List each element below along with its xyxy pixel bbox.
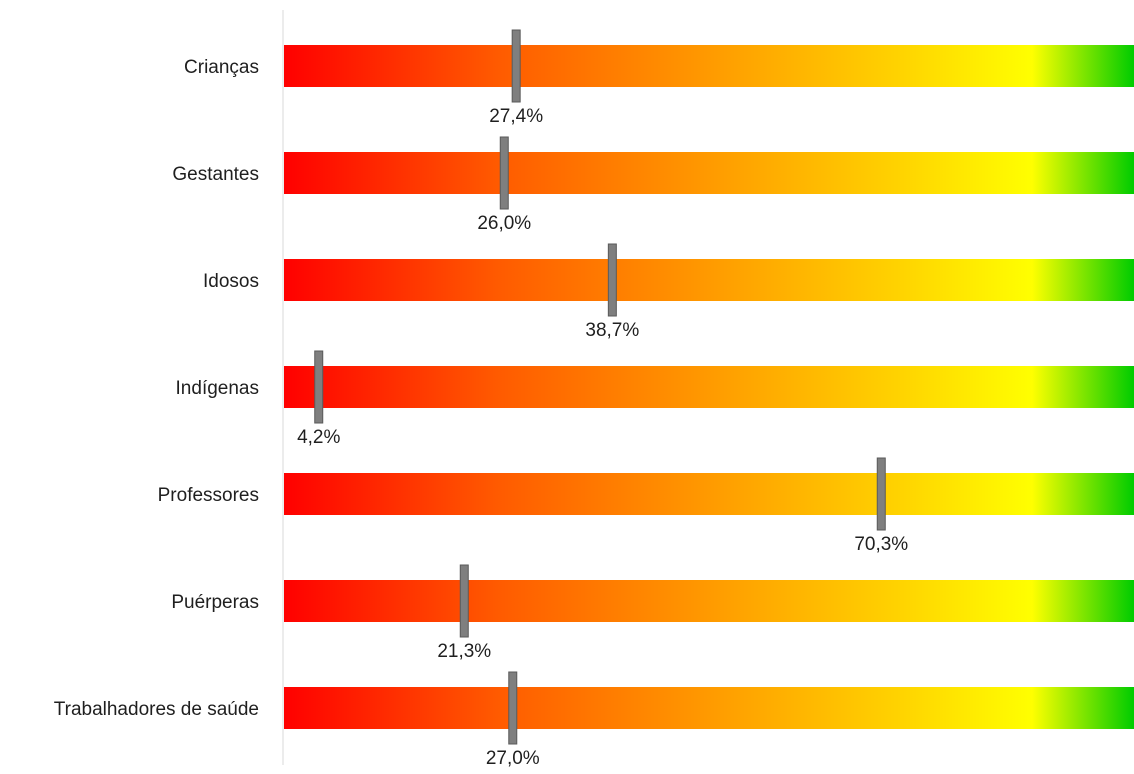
value-marker	[314, 350, 324, 424]
value-label: 4,2%	[297, 427, 340, 448]
gradient-bar	[284, 687, 1134, 729]
gradient-bar	[284, 45, 1134, 87]
chart-row: Gestantes 26,0%	[172, 136, 1134, 234]
chart-row: Professores 70,3%	[158, 457, 1134, 555]
value-marker	[876, 457, 886, 531]
category-label: Idosos	[203, 271, 259, 292]
chart-row: Idosos 38,7%	[203, 243, 1134, 341]
value-marker	[459, 564, 469, 638]
chart-row: Crianças 27,4%	[184, 29, 1134, 127]
value-label: 26,0%	[477, 213, 531, 234]
chart-rows: Crianças 27,4% Gestantes 26,0% Idosos 38,7% In…	[54, 29, 1134, 769]
category-label: Gestantes	[172, 164, 259, 185]
category-label: Professores	[158, 485, 259, 506]
value-marker	[499, 136, 509, 210]
category-label: Indígenas	[176, 378, 259, 399]
chart-row: Trabalhadores de saúde 27,0%	[54, 671, 1134, 769]
chart-row: Indígenas 4,2%	[176, 350, 1134, 448]
value-label: 38,7%	[585, 320, 639, 341]
value-marker	[508, 671, 518, 745]
value-label: 27,0%	[486, 748, 540, 769]
value-marker	[607, 243, 617, 317]
category-label: Puérperas	[171, 592, 259, 613]
category-label: Crianças	[184, 57, 259, 78]
value-label: 21,3%	[437, 641, 491, 662]
chart-row: Puérperas 21,3%	[171, 564, 1134, 662]
gradient-bar	[284, 366, 1134, 408]
gradient-bar	[284, 580, 1134, 622]
value-label: 27,4%	[489, 106, 543, 127]
value-label: 70,3%	[854, 534, 908, 555]
gradient-bar	[284, 259, 1134, 301]
category-label: Trabalhadores de saúde	[54, 699, 259, 720]
gradient-bar	[284, 152, 1134, 194]
value-marker	[511, 29, 521, 103]
gradient-bar	[284, 473, 1134, 515]
